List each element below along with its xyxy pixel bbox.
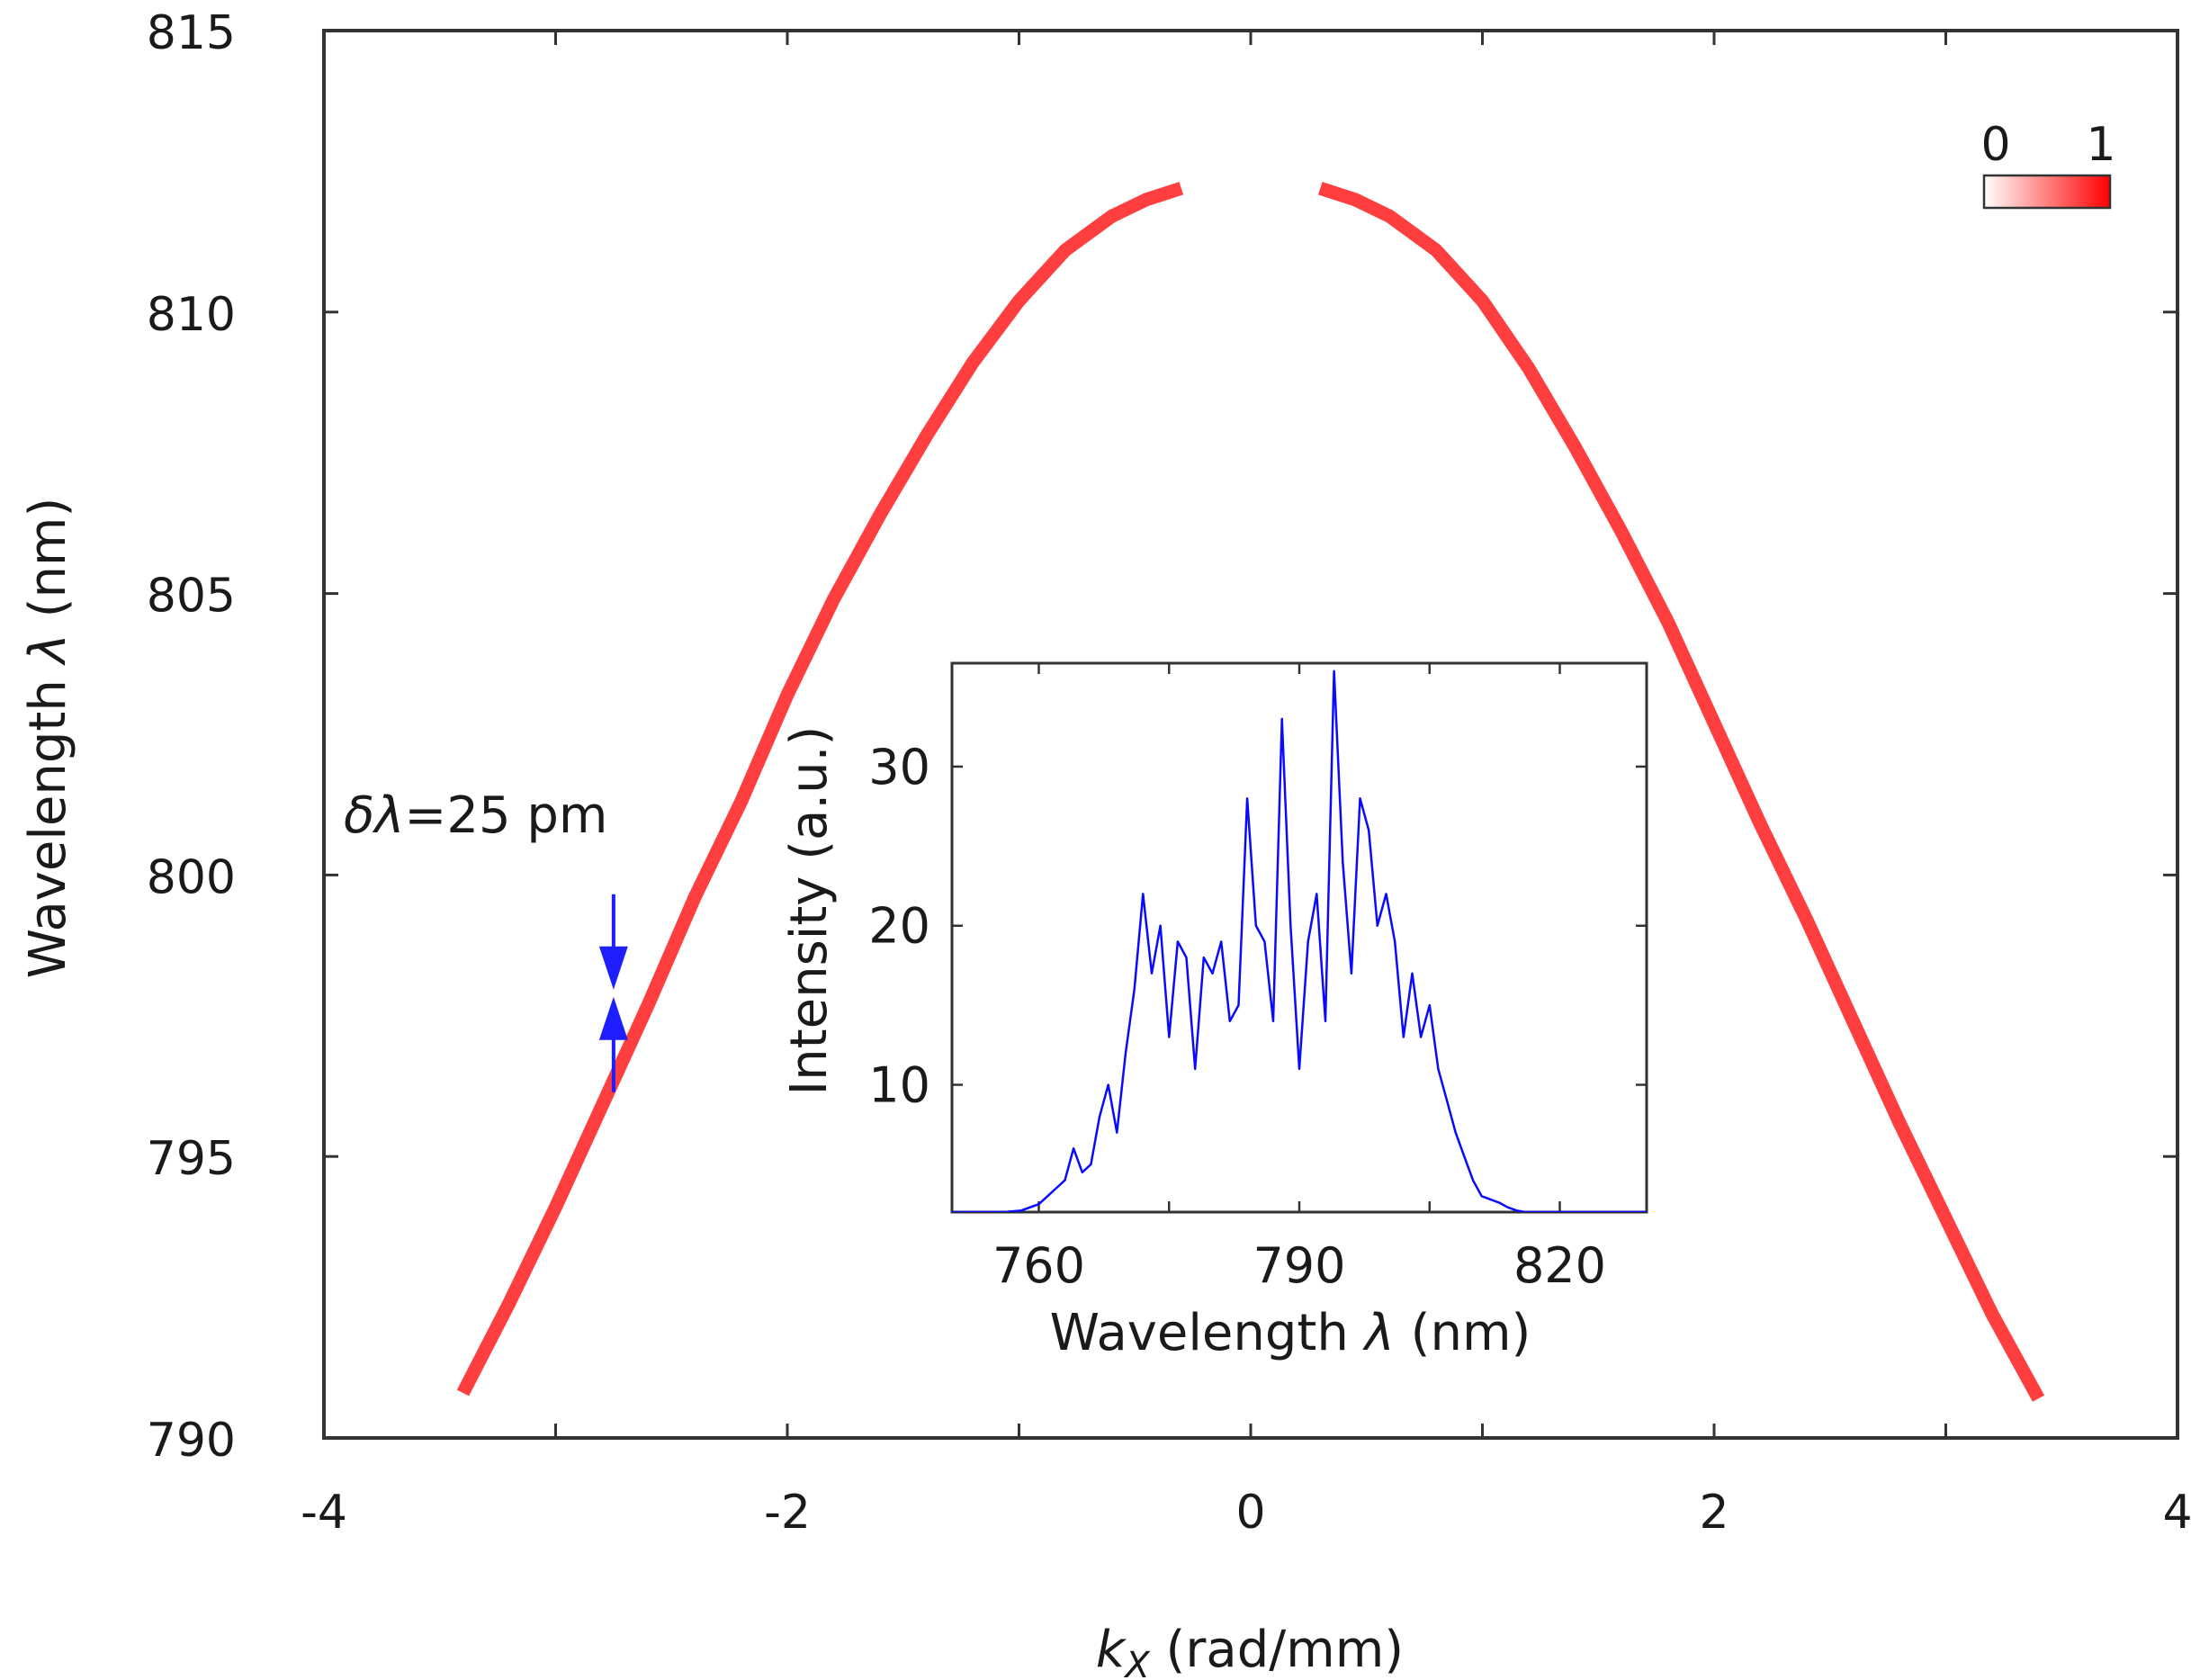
colorbar: 0 1 (1980, 118, 2116, 210)
inset-x-tick-label: 820 (1513, 1237, 1606, 1294)
linewidth-annotation: δλ=25 pm (344, 786, 607, 845)
inset-x-axis-var: λ (1362, 1304, 1395, 1362)
main-x-tick-label: -4 (301, 1486, 347, 1540)
main-y-tick-label: 800 (147, 850, 236, 904)
main-x-tick-label: 0 (1235, 1486, 1265, 1540)
main-x-axis-title: kX (rad/mm) (1096, 1621, 1404, 1680)
inset-x-tick-label: 760 (992, 1237, 1085, 1294)
main-x-ticks: -4 -2 0 2 4 (301, 31, 2191, 1540)
colorbar-min-label: 0 (1980, 118, 2010, 172)
inset-spectrum-line (952, 669, 1647, 1212)
inset-y-tick-label: 20 (868, 898, 930, 955)
main-x-axis-unit: (rad/mm) (1150, 1621, 1404, 1679)
annotation-value: =25 pm (404, 786, 607, 845)
inset-plot-area (950, 661, 1648, 1214)
main-y-axis-text: Wavelength (19, 663, 77, 978)
arrow-up-head-icon (598, 996, 628, 1040)
annotation-delta: δ (344, 786, 374, 845)
arrow-down-head-icon (598, 946, 628, 990)
colorbar-gradient (1982, 174, 2112, 210)
main-x-axis-var: k (1096, 1621, 1127, 1679)
main-y-tick-label: 790 (147, 1414, 236, 1468)
inset-x-ticks: 760 790 820 (992, 663, 1606, 1294)
inset-chart: 760 790 820 10 20 30 Wavelength λ (nm) Inten… (780, 661, 1648, 1362)
inset-x-axis-unit: (nm) (1395, 1304, 1531, 1362)
main-x-tick-label: 2 (1699, 1486, 1729, 1540)
main-y-ticks: 790 795 800 805 810 815 (147, 6, 2178, 1468)
main-x-tick-label: 4 (2162, 1486, 2191, 1540)
linewidth-arrows (598, 894, 628, 1092)
inset-y-axis-title: Intensity (a.u.) (780, 726, 839, 1096)
main-y-axis-var: λ (19, 633, 77, 666)
dispersion-band-left (456, 182, 1184, 1397)
inset-x-axis-text: Wavelength (1050, 1304, 1365, 1362)
main-y-tick-label: 805 (147, 570, 236, 624)
dispersion-band-right (1317, 182, 2045, 1402)
main-y-axis-unit: (nm) (19, 498, 77, 634)
inset-y-tick-label: 10 (868, 1057, 930, 1114)
inset-x-tick-label: 790 (1253, 1237, 1345, 1294)
inset-y-ticks: 10 20 30 (868, 739, 1647, 1114)
colorbar-max-label: 1 (2086, 118, 2115, 172)
main-y-tick-label: 815 (147, 6, 236, 60)
main-x-axis-sub: X (1123, 1645, 1151, 1680)
main-y-tick-label: 795 (147, 1132, 236, 1186)
inset-x-axis-title: Wavelength λ (nm) (1050, 1304, 1531, 1362)
inset-y-tick-label: 30 (868, 739, 930, 795)
main-y-tick-label: 810 (147, 288, 236, 342)
main-y-axis-title: Wavelength λ (nm) (19, 498, 77, 979)
annotation-lambda: λ (372, 786, 404, 845)
main-x-tick-label: -2 (764, 1486, 811, 1540)
